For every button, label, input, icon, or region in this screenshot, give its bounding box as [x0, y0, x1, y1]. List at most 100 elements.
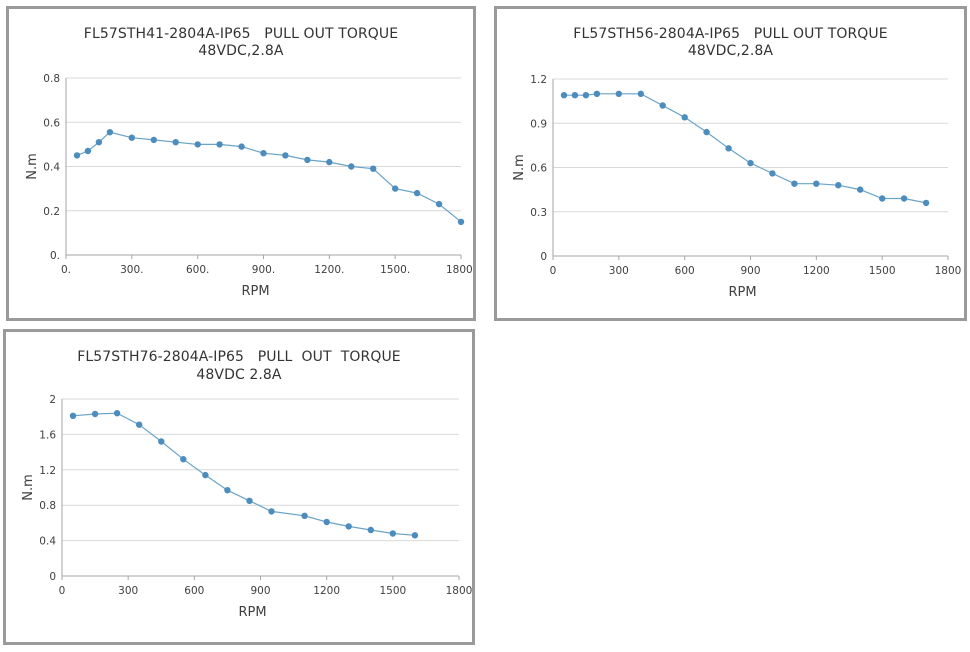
data-point — [158, 438, 165, 445]
data-point — [392, 185, 399, 192]
x-tick-label: 1800 — [935, 265, 962, 277]
x-tick-label: 300 — [609, 265, 629, 277]
data-point — [747, 159, 754, 167]
data-point — [659, 102, 666, 109]
data-point — [95, 139, 103, 146]
data-point — [900, 195, 908, 202]
data-point — [435, 200, 443, 208]
x-tick-label: 900. — [252, 264, 275, 276]
data-point — [180, 456, 187, 463]
y-tick-label: 0 — [540, 251, 547, 263]
data-point — [681, 114, 688, 121]
x-tick-label: 1800 — [446, 585, 472, 597]
x-tick-label: 300. — [120, 264, 143, 276]
data-point — [769, 170, 776, 177]
chart-title: FL57STH76-2804A-IP65 PULL OUT TORQUE — [77, 349, 401, 365]
data-point — [922, 199, 930, 207]
y-axis-title: N.m — [25, 153, 40, 180]
data-point — [216, 141, 223, 148]
data-point — [582, 92, 590, 99]
data-point — [326, 158, 333, 166]
data-point — [348, 163, 355, 170]
x-tick-label: 1200. — [314, 264, 344, 276]
data-point — [703, 128, 710, 136]
x-tick-label: 600. — [186, 264, 209, 276]
data-point — [637, 90, 644, 98]
chart-panel-fl57sth76: FL57STH76-2804A-IP65 PULL OUT TORQUE 48V… — [3, 329, 475, 645]
data-point — [835, 182, 842, 189]
y-tick-label: 0.3 — [530, 207, 547, 219]
data-point — [260, 150, 267, 157]
data-point — [560, 92, 568, 99]
data-point — [725, 145, 732, 152]
y-tick-label: 1.2 — [39, 465, 56, 477]
x-tick-label: 1800. — [446, 264, 473, 276]
data-point — [301, 512, 308, 519]
x-tick-label: 600 — [184, 585, 204, 597]
x-tick-label: 900 — [250, 585, 270, 597]
chart-title: FL57STH41-2804A-IP65 PULL OUT TORQUE — [83, 26, 399, 42]
y-axis-title: N.m — [21, 474, 36, 501]
data-point — [106, 129, 114, 136]
x-axis-title: RPM — [728, 285, 756, 300]
data-point — [91, 410, 99, 418]
data-point — [389, 530, 396, 537]
data-point — [857, 186, 864, 193]
y-tick-label: 0 — [49, 571, 56, 583]
data-point — [73, 152, 81, 159]
data-point — [172, 139, 179, 146]
y-tick-label: 0.9 — [530, 118, 547, 130]
y-tick-label: 0.2 — [43, 206, 60, 218]
x-tick-label: 300 — [118, 585, 138, 597]
x-tick-label: 1200 — [803, 265, 830, 277]
y-tick-label: 0.4 — [39, 536, 56, 548]
data-point — [367, 526, 374, 534]
chart-panel-fl57sth41: FL57STH41-2804A-IP65 PULL OUT TORQUE 48V… — [6, 6, 476, 321]
chart-panel-fl57sth56: FL57STH56-2804A-IP65 PULL OUT TORQUE 48V… — [494, 6, 967, 321]
data-point — [615, 90, 622, 98]
torque-chart-fl57sth56: 0 0.3 0.6 0.9 1.2 0 300 600 900 1200 1500 1800 RPM N.… — [512, 74, 962, 300]
data-point — [323, 518, 330, 526]
data-point — [194, 141, 201, 148]
data-point — [304, 156, 311, 164]
series-line — [72, 412, 415, 536]
data-point — [268, 508, 275, 515]
y-tick-label: 0.6 — [530, 163, 547, 175]
data-point — [413, 189, 421, 197]
data-point — [246, 497, 253, 504]
y-tick-label: 0. — [50, 250, 60, 262]
x-axis-title: RPM — [238, 605, 266, 620]
data-point — [457, 218, 465, 225]
y-axis-title: N.m — [512, 154, 527, 181]
x-tick-label: 900 — [740, 265, 760, 277]
chart-subtitle: 48VDC 2.8A — [196, 367, 282, 383]
y-tick-label: 0.6 — [43, 117, 60, 129]
x-tick-label: 1500 — [379, 585, 406, 597]
x-tick-label: 1200 — [313, 585, 340, 597]
data-point — [224, 487, 231, 494]
y-tick-label: 2 — [49, 394, 56, 406]
y-tick-label: 0.8 — [43, 73, 60, 85]
x-tick-label: 600 — [675, 265, 695, 277]
data-point — [202, 471, 209, 479]
torque-chart-fl57sth76: 0 0.4 0.8 1.2 1.6 2 0 300 600 900 1200 1500 1800 RPM N… — [21, 394, 472, 620]
data-point — [84, 147, 92, 155]
data-point — [282, 152, 289, 159]
chart-title: FL57STH56-2804A-IP65 PULL OUT TORQUE — [573, 26, 888, 42]
data-point — [150, 136, 157, 144]
data-point — [69, 412, 77, 419]
torque-chart-fl57sth41: 0. 0.2 0.4 0.6 0.8 0. 300. 600. 900. 1200. 1500. 18… — [25, 73, 473, 299]
x-tick-label: 0 — [550, 265, 557, 277]
x-tick-label: 0. — [61, 264, 71, 276]
data-point — [128, 134, 135, 141]
series-line — [564, 93, 927, 204]
y-tick-label: 1.2 — [530, 74, 547, 86]
y-tick-label: 1.6 — [39, 429, 56, 441]
data-point — [571, 92, 579, 99]
chart-subtitle: 48VDC,2.8A — [687, 43, 774, 59]
x-tick-label: 1500 — [869, 265, 896, 277]
data-point — [813, 180, 820, 187]
chart-subtitle: 48VDC,2.8A — [198, 43, 284, 59]
y-tick-label: 0.8 — [39, 500, 56, 512]
x-tick-label: 1500. — [380, 264, 410, 276]
